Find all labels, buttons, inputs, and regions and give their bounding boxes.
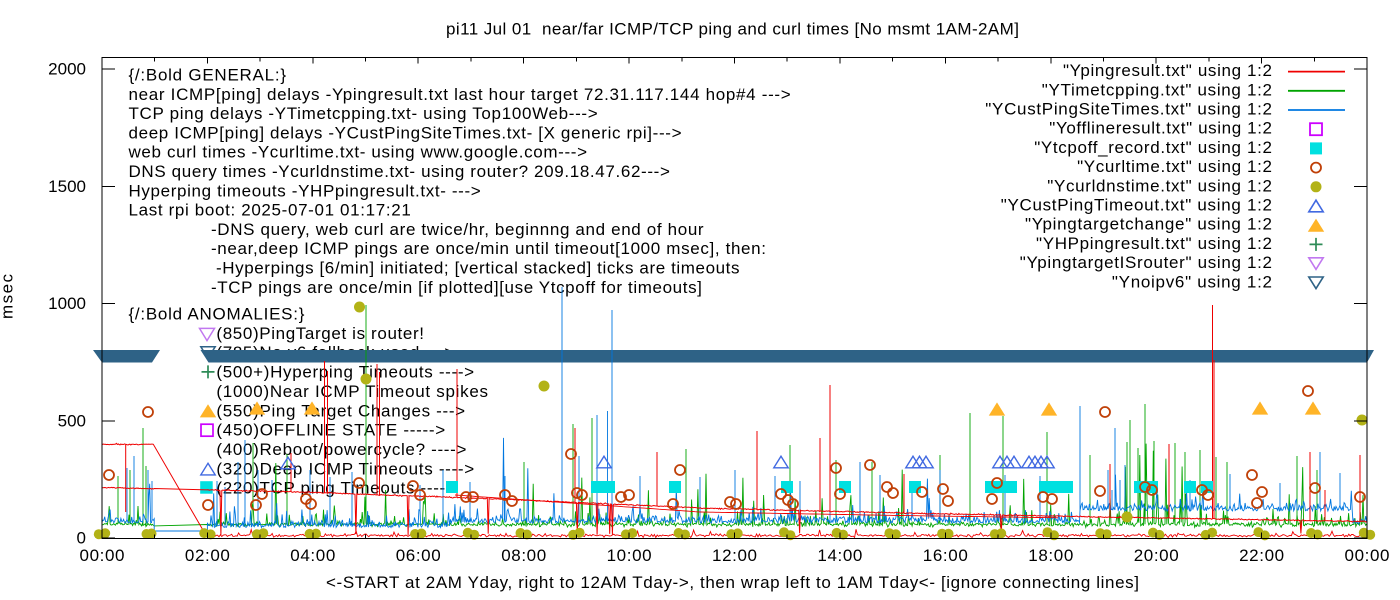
svg-text:pi11 Jul 01 near/far ICMP/TCP: pi11 Jul 01 near/far ICMP/TCP ping and c…: [446, 20, 1019, 39]
svg-text:"Ynoipv6" using 1:2: "Ynoipv6" using 1:2: [1112, 272, 1272, 291]
svg-text:-TCP pings are once/min [if pl: -TCP pings are once/min [if plotted][use…: [211, 278, 702, 297]
svg-text:{/:Bold GENERAL:}: {/:Bold GENERAL:}: [129, 66, 287, 85]
svg-text:"YTimetcpping.txt" using 1:2: "YTimetcpping.txt" using 1:2: [1042, 80, 1272, 99]
svg-text:08:00: 08:00: [501, 546, 546, 565]
svg-text:(500+)Hyperping Timeouts ---->: (500+)Hyperping Timeouts ---->: [216, 363, 474, 382]
svg-text:"Ypingtargetchange" using 1:2: "Ypingtargetchange" using 1:2: [1025, 215, 1272, 234]
svg-text:DNS query times -Ycurldnstime.: DNS query times -Ycurldnstime.txt- using…: [129, 162, 670, 181]
svg-text:msec: msec: [0, 274, 17, 320]
svg-text:0: 0: [77, 529, 86, 548]
svg-text:(850)PingTarget is router!: (850)PingTarget is router!: [216, 324, 424, 343]
svg-text:16:00: 16:00: [923, 546, 968, 565]
svg-text:20:00: 20:00: [1134, 546, 1179, 565]
svg-text:Hyperping timeouts -YHPpingres: Hyperping timeouts -YHPpingresult.txt- -…: [129, 181, 481, 200]
svg-text:18:00: 18:00: [1028, 546, 1073, 565]
svg-text:"YHPpingresult.txt" using 1:2: "YHPpingresult.txt" using 1:2: [1036, 234, 1272, 253]
svg-text:"YCustPingTimeout.txt" using 1: "YCustPingTimeout.txt" using 1:2: [1001, 196, 1272, 215]
svg-text:deep ICMP[ping] delays -YCustP: deep ICMP[ping] delays -YCustPingSiteTim…: [129, 123, 682, 142]
svg-text:"Ycurltime.txt" using 1:2: "Ycurltime.txt" using 1:2: [1077, 157, 1272, 176]
svg-text:<-START at 2AM Yday, right to: <-START at 2AM Yday, right to 12AM Tday-…: [326, 573, 1139, 592]
svg-text:22:00: 22:00: [1239, 546, 1284, 565]
svg-text:TCP ping delays -YTimetcpping.: TCP ping delays -YTimetcpping.txt- using…: [129, 104, 598, 123]
svg-text:(550)Ping Target Changes --->: (550)Ping Target Changes --->: [216, 401, 465, 420]
svg-text:(320)Deep ICMP Timeouts ---->: (320)Deep ICMP Timeouts ---->: [216, 459, 474, 478]
svg-text:"Ytcpoff_record.txt" using 1:2: "Ytcpoff_record.txt" using 1:2: [1034, 138, 1272, 157]
svg-text:-near,deep ICMP pings are once: -near,deep ICMP pings are once/min until…: [211, 239, 766, 258]
svg-text:"Yofflineresult.txt" using 1:2: "Yofflineresult.txt" using 1:2: [1049, 119, 1272, 138]
svg-text:00:00: 00:00: [1345, 546, 1390, 565]
svg-text:"Ycurldnstime.txt" using 1:2: "Ycurldnstime.txt" using 1:2: [1047, 176, 1272, 195]
svg-text:1000: 1000: [48, 294, 86, 313]
svg-text:14:00: 14:00: [817, 546, 862, 565]
svg-text:"YpingtargetISrouter" using 1:: "YpingtargetISrouter" using 1:2: [1020, 253, 1272, 272]
svg-text:Last rpi boot: 2025-07-01 01:1: Last rpi boot: 2025-07-01 01:17:21: [129, 201, 411, 220]
svg-text:1500: 1500: [48, 177, 86, 196]
svg-text:04:00: 04:00: [290, 546, 335, 565]
svg-text:-DNS query, web curl are twice: -DNS query, web curl are twice/hr, begin…: [211, 220, 704, 239]
svg-text:(1000)Near ICMP Timeout spikes: (1000)Near ICMP Timeout spikes: [216, 382, 488, 401]
svg-text:00:00: 00:00: [80, 546, 125, 565]
svg-text:12:00: 12:00: [712, 546, 757, 565]
svg-text:10:00: 10:00: [607, 546, 652, 565]
svg-text:500: 500: [58, 411, 86, 430]
svg-text:web curl times -Ycurltime.txt-: web curl times -Ycurltime.txt- using www…: [128, 143, 588, 162]
svg-text:(450)OFFLINE STATE ----->: (450)OFFLINE STATE ----->: [216, 421, 445, 440]
svg-text:near ICMP[ping] delays -Ypingr: near ICMP[ping] delays -Ypingresult.txt …: [129, 85, 791, 104]
svg-text:"Ypingresult.txt" using 1:2: "Ypingresult.txt" using 1:2: [1063, 61, 1272, 80]
svg-text:02:00: 02:00: [185, 546, 230, 565]
svg-text:2000: 2000: [48, 60, 86, 79]
svg-text:"YCustPingSiteTimes.txt" using: "YCustPingSiteTimes.txt" using 1:2: [985, 100, 1272, 119]
svg-text:(400)Reboot/powercycle? ---->: (400)Reboot/powercycle? ---->: [216, 440, 466, 459]
svg-text:{/:Bold ANOMALIES:}: {/:Bold ANOMALIES:}: [129, 305, 305, 324]
svg-text:06:00: 06:00: [396, 546, 441, 565]
svg-text:-Hyperpings [6/min] initiated;: -Hyperpings [6/min] initiated; [vertical…: [216, 259, 740, 278]
